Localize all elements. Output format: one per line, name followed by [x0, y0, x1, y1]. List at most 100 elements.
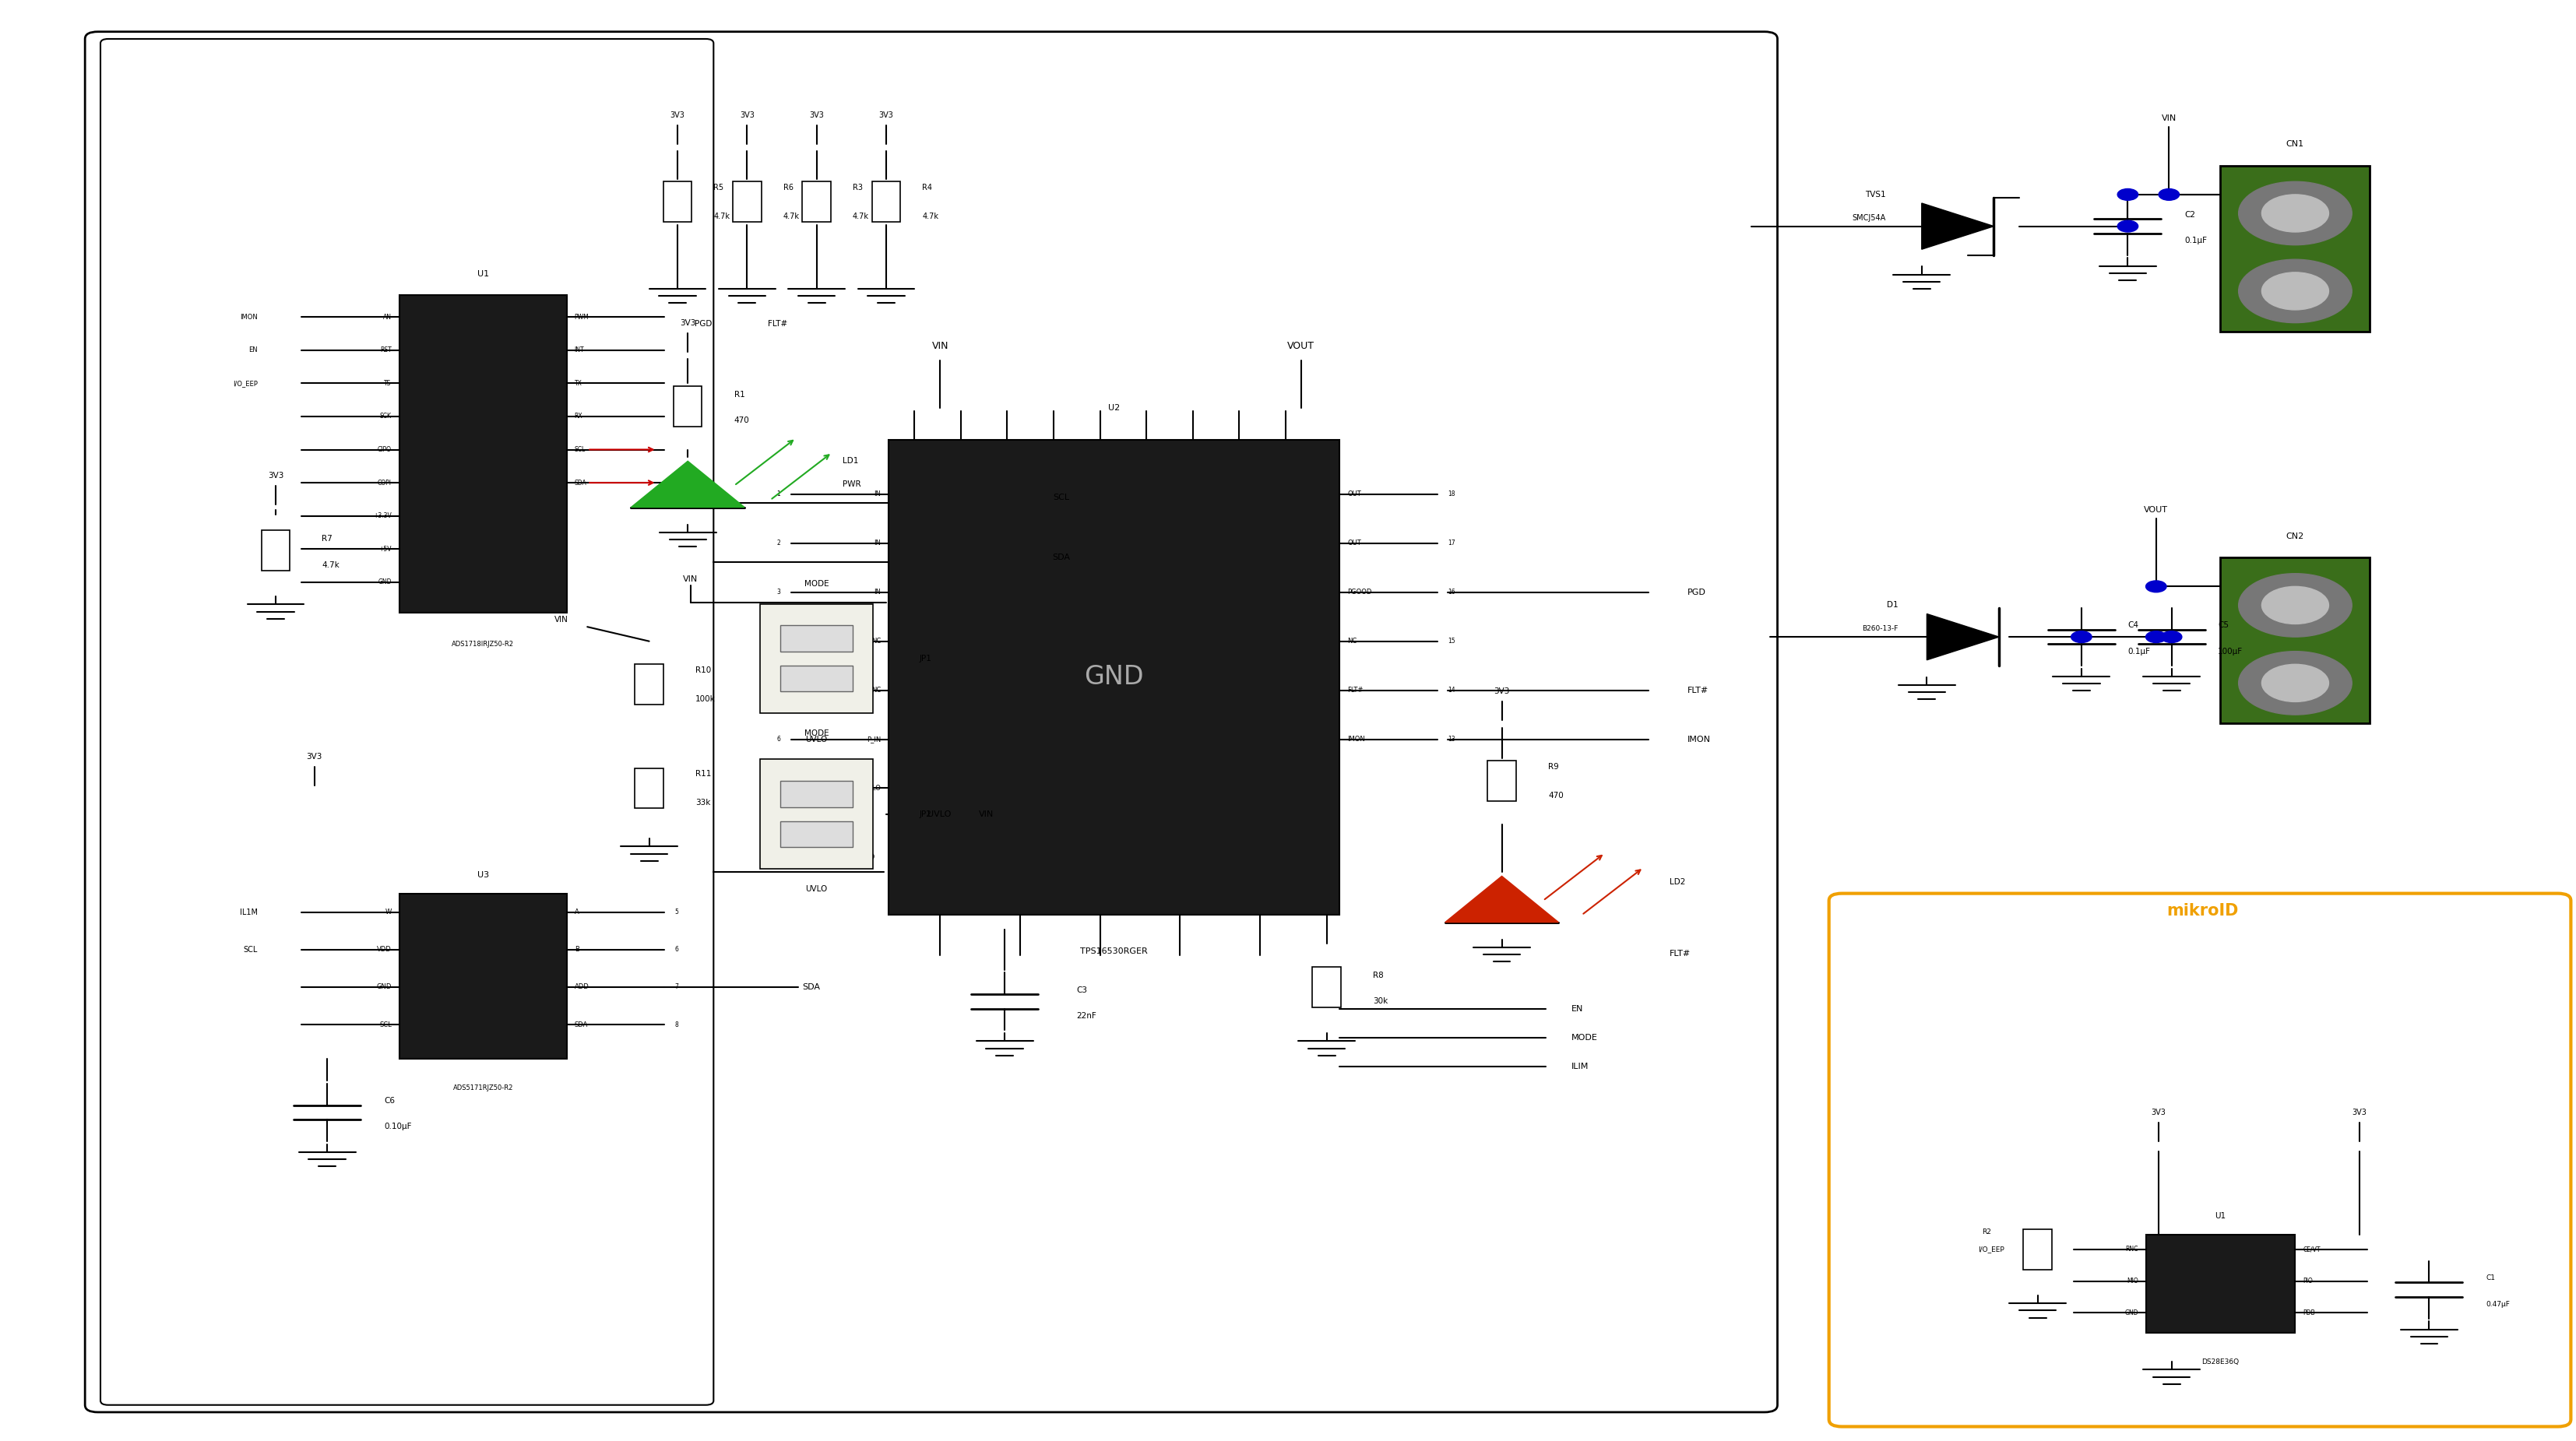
- Text: SDA: SDA: [804, 983, 819, 991]
- Text: TX: TX: [574, 380, 582, 386]
- Text: 4.7k: 4.7k: [922, 212, 938, 220]
- Text: C3: C3: [1077, 986, 1087, 994]
- Text: AN: AN: [384, 314, 392, 320]
- Text: SDA: SDA: [574, 1022, 587, 1027]
- Text: PGOOD: PGOOD: [1347, 589, 1370, 595]
- Text: GND: GND: [2125, 1310, 2138, 1316]
- Text: PGD: PGD: [1687, 588, 1705, 597]
- Text: ADS1718IRJZ50-R2: ADS1718IRJZ50-R2: [451, 641, 515, 647]
- Text: 13: 13: [1448, 736, 1455, 742]
- Bar: [675, 386, 701, 427]
- Text: MIO: MIO: [2128, 1278, 2138, 1284]
- Text: CIPO: CIPO: [379, 447, 392, 452]
- Text: IN: IN: [873, 491, 881, 497]
- Text: R10: R10: [696, 666, 711, 674]
- Text: 3V3: 3V3: [2151, 1108, 2166, 1117]
- Ellipse shape: [2239, 574, 2352, 637]
- Bar: [2146, 1235, 2295, 1333]
- Text: PIO: PIO: [2303, 1278, 2313, 1284]
- Text: R1: R1: [734, 391, 744, 399]
- Text: 100µF: 100µF: [2218, 647, 2244, 656]
- Bar: [889, 440, 1340, 915]
- Text: 3V3: 3V3: [878, 111, 894, 120]
- Text: I/O_EEP: I/O_EEP: [1978, 1246, 2004, 1252]
- Text: SCK: SCK: [379, 414, 392, 419]
- Text: R5: R5: [714, 183, 724, 192]
- Text: 5: 5: [675, 909, 677, 915]
- Bar: [781, 666, 853, 692]
- Text: I/O_EEP: I/O_EEP: [232, 380, 258, 386]
- Bar: [781, 821, 853, 847]
- Text: C5: C5: [2218, 621, 2228, 630]
- Bar: [2022, 1229, 2050, 1270]
- Text: 3: 3: [778, 589, 781, 595]
- Circle shape: [2117, 189, 2138, 200]
- Text: CE/VT: CE/VT: [2303, 1246, 2321, 1252]
- Text: C2: C2: [2184, 210, 2195, 219]
- Text: U3: U3: [477, 870, 489, 879]
- Text: P_IN: P_IN: [866, 736, 881, 742]
- Text: 8: 8: [675, 1022, 677, 1027]
- Text: GND: GND: [379, 579, 392, 585]
- Bar: [399, 295, 567, 612]
- Text: IMON: IMON: [1687, 735, 1710, 744]
- Text: ADD: ADD: [574, 984, 590, 990]
- Text: +5V: +5V: [379, 546, 392, 552]
- Text: TVS1: TVS1: [1865, 190, 1886, 199]
- Text: 0.47µF: 0.47µF: [2486, 1301, 2509, 1307]
- Text: 17: 17: [1448, 540, 1455, 546]
- Text: 0.1µF: 0.1µF: [2128, 647, 2151, 656]
- Text: 14: 14: [1448, 687, 1455, 693]
- Text: VIN: VIN: [2161, 114, 2177, 122]
- Bar: [760, 604, 873, 713]
- Circle shape: [2071, 631, 2092, 643]
- Ellipse shape: [2239, 651, 2352, 715]
- Text: IMON: IMON: [1347, 736, 1365, 742]
- Text: +3.3V: +3.3V: [374, 513, 392, 519]
- Text: IN: IN: [873, 589, 881, 595]
- Circle shape: [2161, 631, 2182, 643]
- Text: R4: R4: [922, 183, 933, 192]
- Text: PDB: PDB: [2303, 1310, 2316, 1316]
- Text: 3V3: 3V3: [2352, 1108, 2367, 1117]
- Text: 7: 7: [778, 785, 781, 791]
- Text: 470: 470: [734, 416, 750, 425]
- Text: B260-13-F: B260-13-F: [1862, 625, 1899, 631]
- Text: NC: NC: [1347, 638, 1358, 644]
- Text: 3V3: 3V3: [670, 111, 685, 120]
- Text: OUT: OUT: [1347, 491, 1360, 497]
- Bar: [2221, 166, 2370, 331]
- Bar: [760, 759, 873, 869]
- Bar: [634, 664, 665, 705]
- Text: VOUT: VOUT: [2143, 506, 2169, 514]
- Text: SMCJ54A: SMCJ54A: [1852, 213, 1886, 222]
- Text: UVLO: UVLO: [806, 735, 827, 744]
- Text: C6: C6: [384, 1097, 394, 1105]
- Text: JP2: JP2: [920, 810, 933, 818]
- Circle shape: [2117, 220, 2138, 232]
- Text: COPI: COPI: [379, 480, 392, 486]
- Ellipse shape: [2239, 259, 2352, 323]
- Text: C4: C4: [2128, 621, 2138, 630]
- Text: FLT#: FLT#: [1687, 686, 1708, 695]
- Ellipse shape: [2239, 182, 2352, 245]
- Text: 3V3: 3V3: [1494, 687, 1510, 696]
- Text: 4.7k: 4.7k: [853, 212, 868, 220]
- Text: MODE: MODE: [804, 729, 829, 738]
- Text: 30k: 30k: [1373, 997, 1388, 1006]
- Text: VOUT: VOUT: [1288, 340, 1314, 352]
- Bar: [871, 182, 899, 222]
- Polygon shape: [1445, 876, 1558, 922]
- Text: PGD: PGD: [696, 320, 711, 329]
- Circle shape: [2146, 631, 2166, 643]
- Ellipse shape: [2262, 272, 2329, 310]
- Text: SDA: SDA: [1054, 553, 1069, 562]
- Text: 100k: 100k: [696, 695, 716, 703]
- Text: FLT#: FLT#: [1669, 950, 1690, 958]
- Bar: [399, 893, 567, 1059]
- Bar: [804, 182, 829, 222]
- Polygon shape: [631, 461, 744, 507]
- Text: 15: 15: [1448, 638, 1455, 644]
- Text: GND: GND: [1084, 664, 1144, 690]
- Text: U1: U1: [477, 269, 489, 278]
